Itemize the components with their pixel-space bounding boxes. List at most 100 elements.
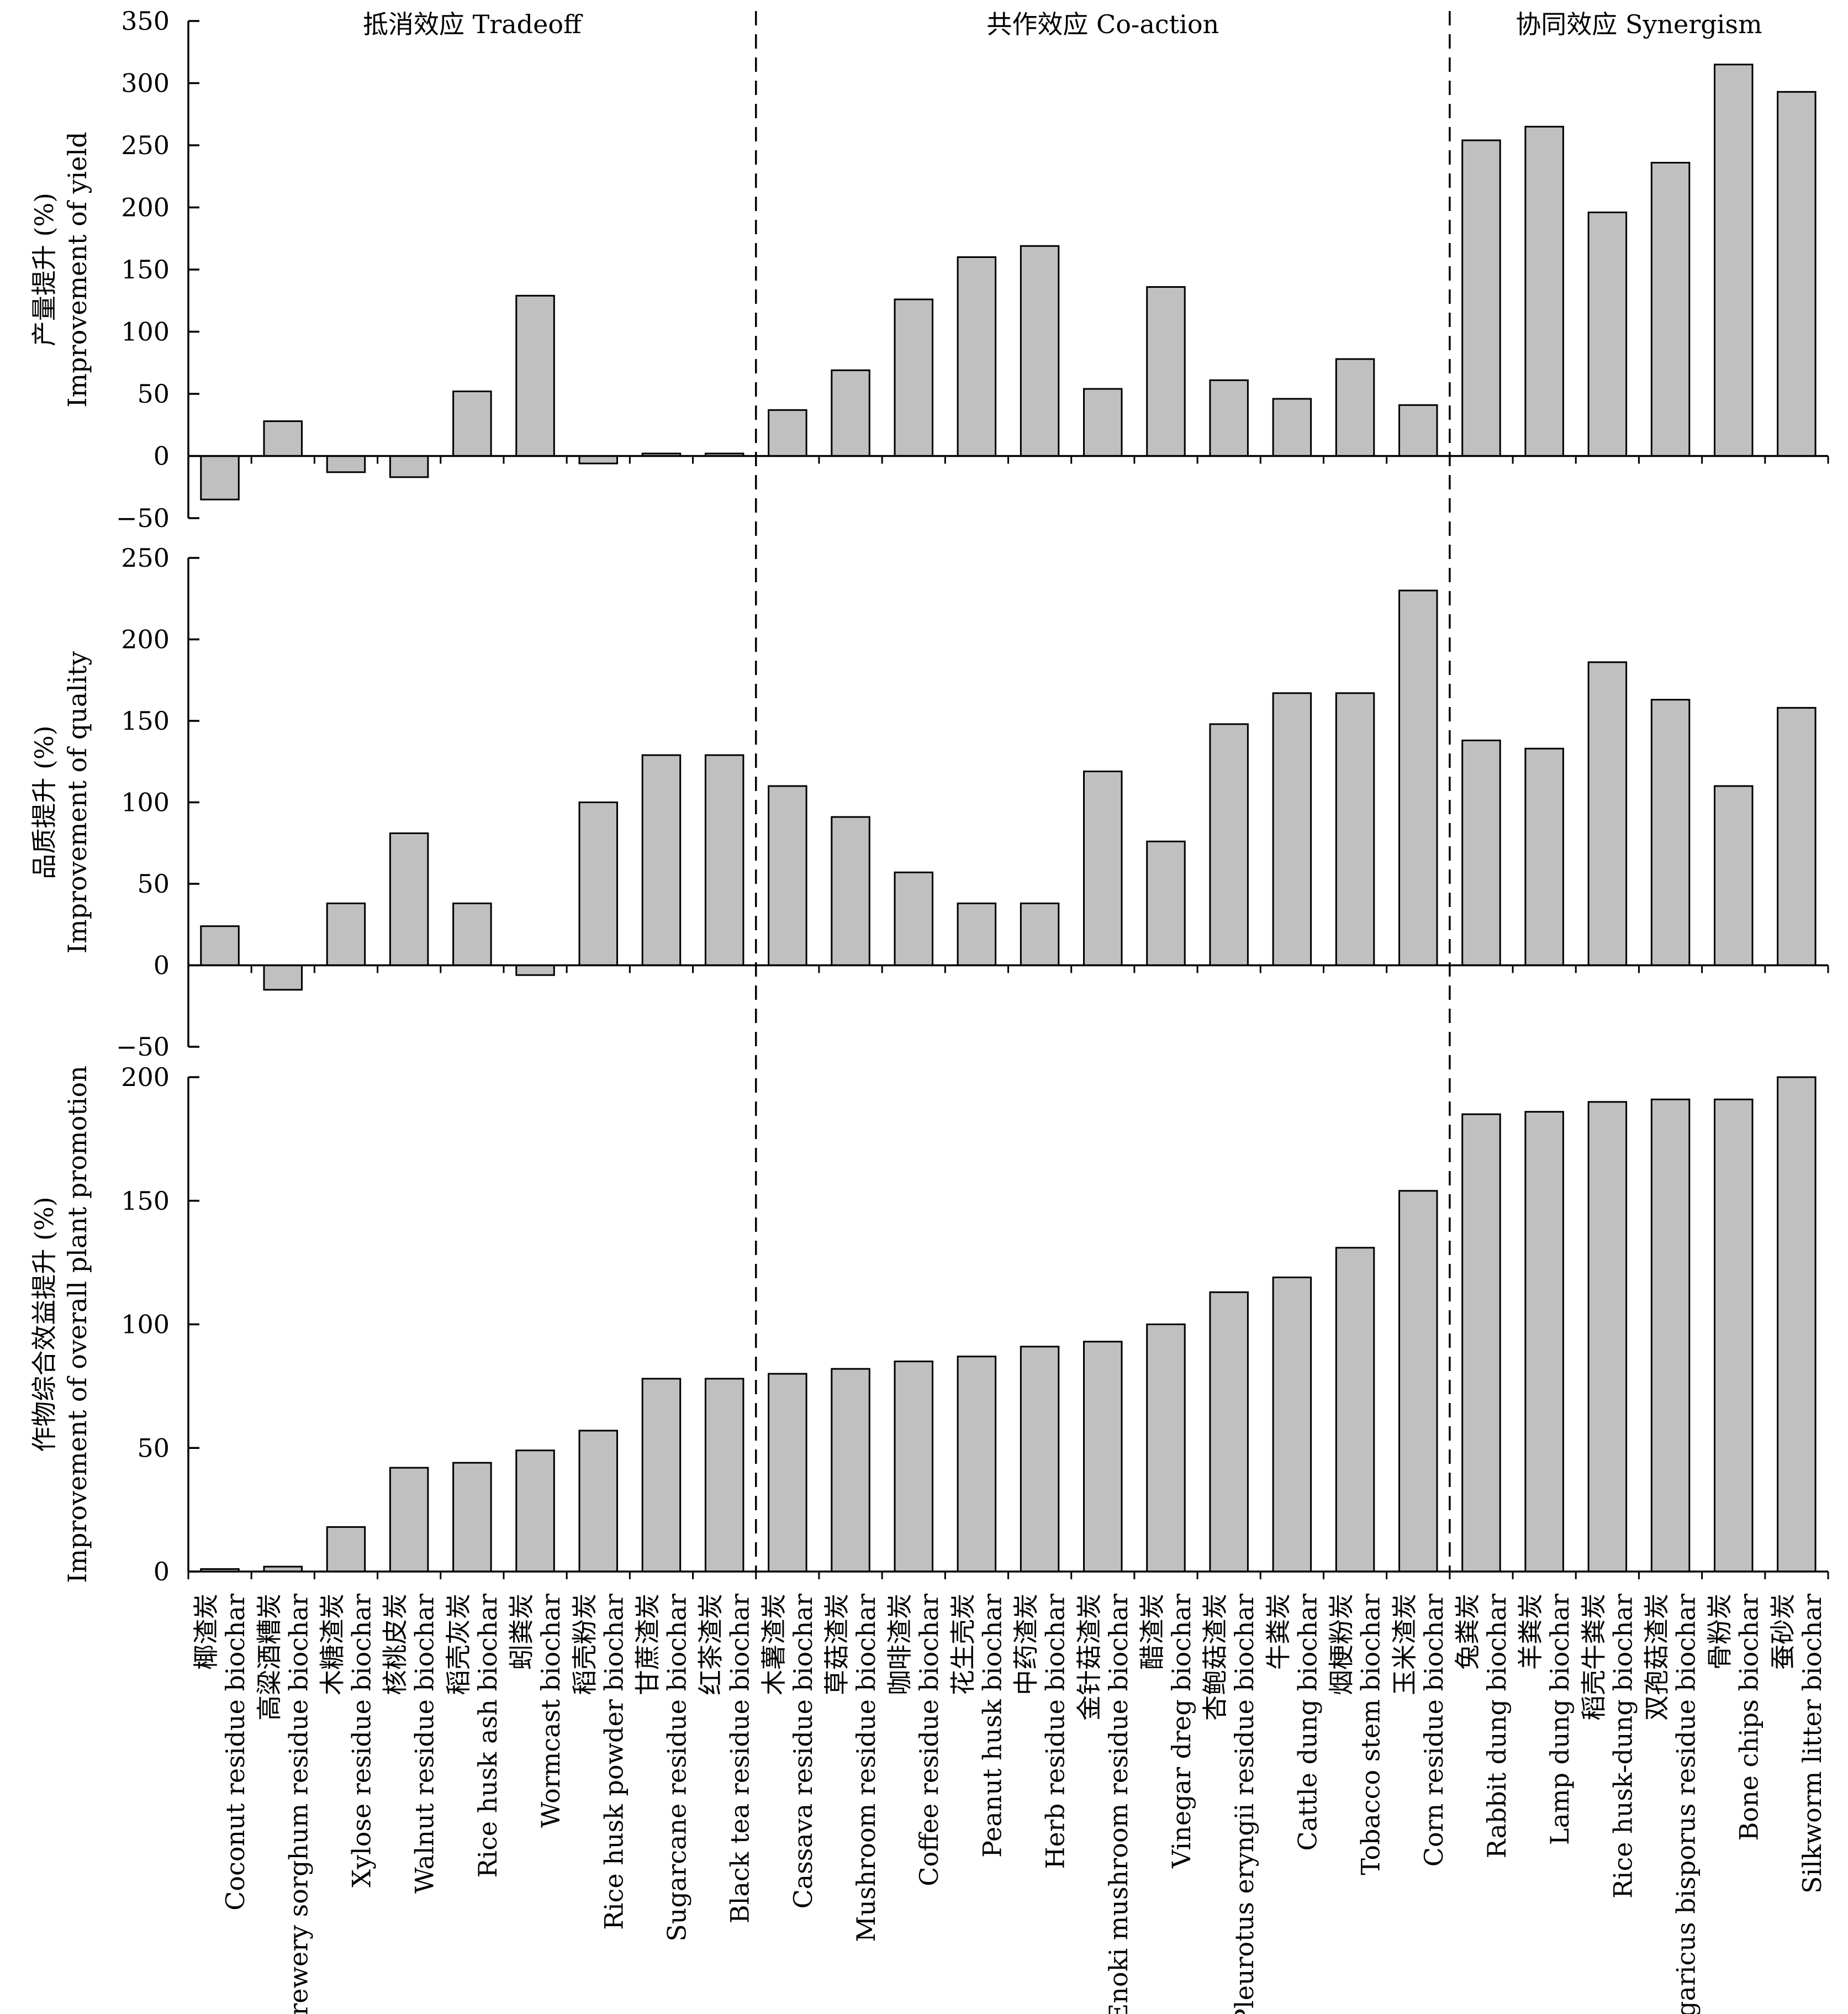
y-tick-label: 250	[121, 130, 170, 160]
bar	[389, 832, 429, 966]
category-label-en: Mushroom residue biochar	[851, 1594, 881, 1942]
bar	[1714, 64, 1754, 457]
category-label-en: Silkworm litter biochar	[1797, 1594, 1827, 1894]
bar	[1461, 739, 1501, 967]
category-label-en: Pleurotus eryngii residue biochar	[1229, 1594, 1259, 2014]
category-label-zh: 杏鲍菇渣炭	[1200, 1594, 1230, 1721]
bar	[1714, 1098, 1754, 1573]
bar	[1209, 723, 1249, 967]
bar	[894, 871, 933, 967]
y-tick-label: 50	[137, 869, 170, 899]
category-label-en: Herb residue biochar	[1041, 1594, 1070, 1869]
bar	[578, 455, 618, 465]
bar	[831, 369, 870, 457]
bar	[263, 964, 303, 991]
category-label-en: Coconut residue biochar	[220, 1594, 250, 1911]
category-label-en: Rice husk ash biochar	[473, 1594, 503, 1878]
bar	[1461, 139, 1501, 457]
category-label-zh: 蚕砂炭	[1768, 1594, 1798, 1670]
category-label-zh: 骨粉炭	[1705, 1594, 1735, 1670]
category-label-en: Wormcast biochar	[536, 1594, 566, 1828]
y-tick-label: −50	[116, 1032, 170, 1062]
y-tick-label: −50	[116, 503, 170, 533]
bar	[515, 1449, 555, 1573]
y-axis-label-en: Improvement of overall plant promotion	[62, 1066, 92, 1583]
y-tick-label: 200	[121, 193, 170, 223]
category-label-zh: 木糖渣炭	[317, 1594, 347, 1695]
bar	[326, 455, 366, 473]
y-axis-label-zh: 品质提升 (%)	[29, 725, 59, 879]
bar	[1272, 692, 1312, 967]
category-label-zh: 玉米渣炭	[1390, 1594, 1419, 1695]
category-label-en: Rabbit dung biochar	[1482, 1594, 1512, 1858]
bar	[452, 391, 492, 457]
category-label-en: Tobacco stem biochar	[1356, 1594, 1386, 1875]
bar	[1524, 125, 1564, 457]
y-tick-label: 300	[121, 68, 170, 98]
bar	[1020, 245, 1060, 457]
bar	[641, 754, 682, 966]
category-label-zh: 核桃皮炭	[381, 1594, 410, 1695]
y-tick-label: 200	[121, 625, 170, 655]
y-axis-label-zh: 作物综合效益提升 (%)	[29, 1196, 59, 1452]
bar	[452, 1462, 492, 1573]
bar	[1209, 379, 1249, 457]
bar	[894, 1361, 933, 1573]
bar	[578, 1430, 618, 1573]
category-label-zh: 木薯渣炭	[759, 1594, 789, 1695]
category-label-zh: 兔粪炭	[1453, 1594, 1482, 1670]
bar	[1524, 747, 1564, 966]
category-label-zh: 稻壳灰炭	[443, 1594, 473, 1695]
category-label-zh: 咖啡渣炭	[885, 1594, 915, 1695]
bar	[831, 1368, 870, 1573]
bar	[1777, 1076, 1817, 1573]
bar	[1020, 902, 1060, 967]
category-label-en: Corn residue biochar	[1419, 1594, 1449, 1867]
bar	[326, 1526, 366, 1573]
y-axis-label-en: Improvement of yield	[62, 131, 92, 407]
category-label-en: Cassava residue biochar	[788, 1594, 818, 1908]
category-label-zh: 羊粪炭	[1516, 1594, 1545, 1670]
bar	[1083, 1341, 1123, 1573]
category-label-zh: 稻壳粉炭	[569, 1594, 599, 1695]
bar	[957, 1356, 997, 1573]
category-label-zh: 牛粪炭	[1263, 1594, 1293, 1670]
bar	[1650, 1098, 1691, 1573]
bar	[578, 802, 618, 966]
category-label-en: Walnut residue biochar	[410, 1594, 440, 1894]
bar	[1146, 286, 1186, 457]
bar	[1398, 589, 1438, 966]
bar	[1272, 398, 1312, 457]
bar	[1020, 1346, 1060, 1573]
category-label-en: Rice husk powder biochar	[599, 1594, 629, 1930]
category-label-en: Coffee residue biochar	[914, 1594, 944, 1886]
bar	[326, 902, 366, 967]
bar	[768, 785, 807, 966]
y-tick-label: 0	[154, 1557, 170, 1586]
bar	[894, 298, 933, 457]
bar	[515, 294, 555, 457]
category-label-zh: 草菇渣炭	[822, 1594, 852, 1695]
section-label: 协同效应 Synergism	[1516, 9, 1762, 39]
category-label-en: Xylose residue biochar	[346, 1594, 376, 1888]
category-label-en: Black tea residue biochar	[725, 1594, 755, 1923]
category-label-en: Lamp dung biochar	[1545, 1594, 1575, 1845]
category-label-en: Agaricus bisporus residue biochar	[1671, 1594, 1701, 2014]
bar	[768, 409, 807, 457]
category-label-en: Cattle dung biochar	[1292, 1594, 1322, 1851]
category-label-en: Rice husk-dung biochar	[1608, 1594, 1638, 1899]
bar	[452, 902, 492, 967]
bar	[1083, 771, 1123, 966]
y-tick-label: 150	[121, 1186, 170, 1216]
category-label-zh: 醋渣炭	[1137, 1594, 1167, 1670]
category-label-en: Brewery sorghum residue biochar	[283, 1594, 313, 2014]
y-tick-label: 0	[154, 951, 170, 980]
bar	[1587, 661, 1628, 967]
category-label-zh: 烟梗粉炭	[1327, 1594, 1356, 1695]
y-tick-label: 0	[154, 441, 170, 471]
bar	[200, 455, 240, 500]
category-label-zh: 甘蔗渣炭	[632, 1594, 662, 1695]
bar	[263, 420, 303, 457]
category-label-zh: 双孢菇渣炭	[1642, 1594, 1672, 1721]
category-label-en: Enoki mushroom residue biochar	[1103, 1594, 1133, 2014]
